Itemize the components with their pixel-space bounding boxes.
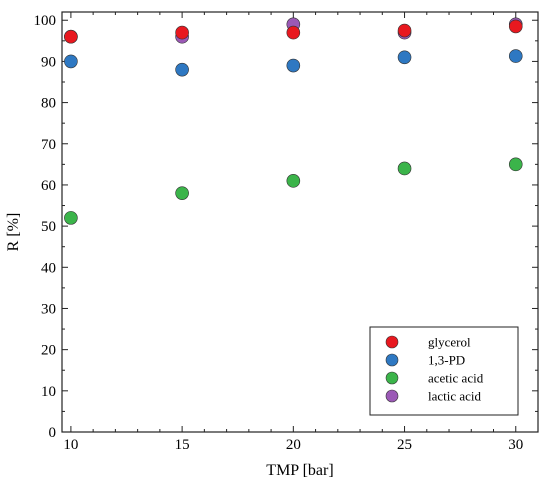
point-acetic-acid — [64, 211, 78, 225]
plot-frame — [61, 11, 539, 433]
plot-area: 0 10 20 30 40 50 60 70 80 90 100 10 15 20 25 30 glycerol… — [34, 11, 539, 453]
point-glycerol — [508, 19, 523, 34]
legend-marker-glycerol — [385, 335, 399, 349]
y-tick-label: 60 — [41, 178, 56, 194]
point-acetic-acid — [175, 186, 189, 200]
x-tick-label: 30 — [508, 437, 523, 453]
legend-marker-1-3-pd — [385, 353, 399, 367]
y-tick-label: 40 — [41, 260, 56, 276]
y-tick-label: 100 — [34, 13, 57, 29]
point-1-3-pd — [397, 50, 412, 65]
point-glycerol — [175, 25, 189, 40]
point-1-3-pd — [286, 58, 301, 73]
y-tick-label: 70 — [41, 137, 56, 153]
x-tick-label: 25 — [397, 437, 412, 453]
x-axis-label: TMP [bar] — [266, 462, 333, 479]
y-tick-label: 10 — [41, 384, 56, 400]
x-tick-label: 20 — [286, 437, 301, 453]
y-axis-label: R [%] — [5, 213, 22, 252]
y-tick-label: 20 — [41, 343, 56, 359]
point-acetic-acid — [397, 161, 412, 176]
x-tick-label: 10 — [63, 437, 78, 453]
point-glycerol — [286, 25, 301, 40]
point-1-3-pd — [175, 62, 189, 77]
point-glycerol — [64, 29, 78, 44]
point-acetic-acid — [508, 157, 523, 172]
x-tick-label: 15 — [175, 437, 190, 453]
y-tick-label: 50 — [41, 219, 56, 235]
legend-marker-acetic-acid — [385, 371, 399, 385]
y-tick-label: 90 — [41, 54, 56, 70]
point-1-3-pd — [508, 49, 523, 63]
y-tick-label: 80 — [41, 96, 56, 112]
legend-label-1-3-pd: 1,3-PD — [428, 353, 465, 368]
y-tick-label: 30 — [41, 301, 56, 317]
point-1-3-pd — [64, 54, 78, 69]
point-acetic-acid — [286, 174, 301, 188]
legend-label-lactic-acid: lactic acid — [428, 389, 482, 404]
legend-label-glycerol: glycerol — [428, 335, 471, 350]
point-glycerol — [397, 23, 412, 38]
legend-label-acetic-acid: acetic acid — [428, 371, 484, 386]
y-tick-label: 0 — [49, 425, 57, 441]
legend-marker-lactic-acid — [385, 389, 399, 403]
